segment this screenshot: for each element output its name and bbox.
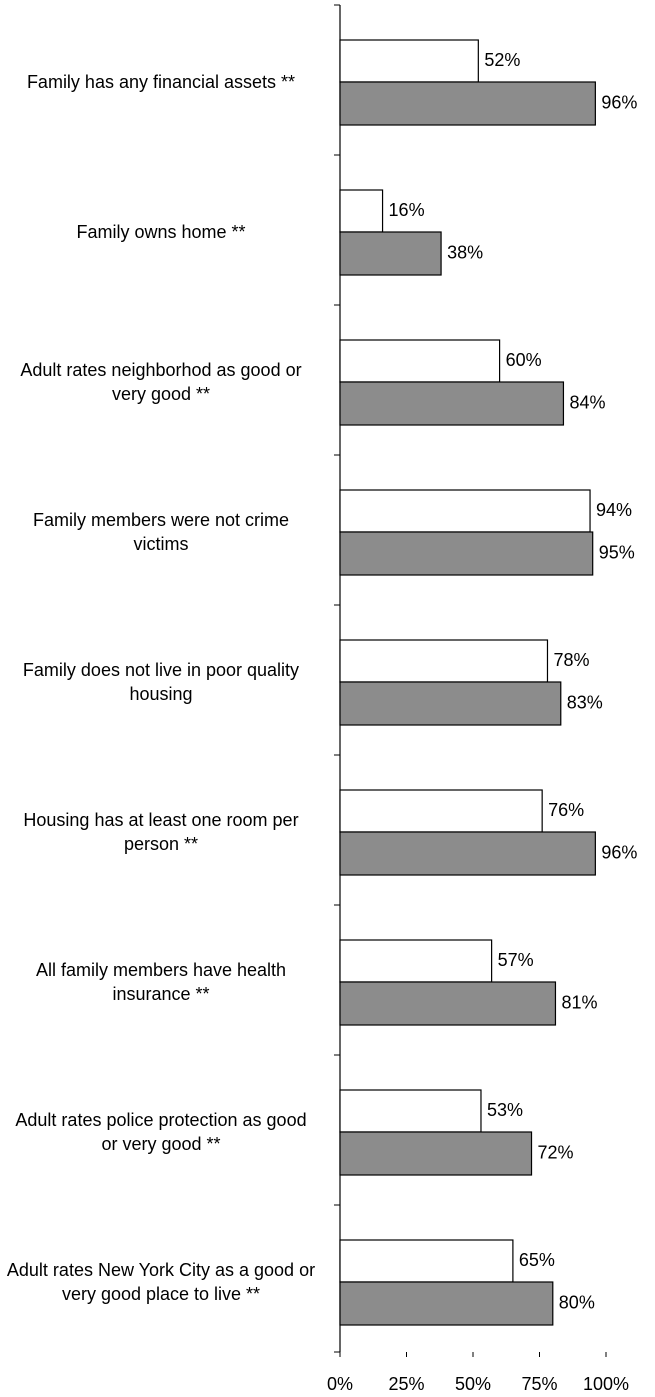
- x-tick-label: 75%: [521, 1374, 557, 1394]
- category-label: Housing has at least one room per person…: [0, 792, 322, 872]
- category-label: Adult rates neighborhod as good or very …: [0, 342, 322, 422]
- bar: [339, 39, 479, 83]
- category-text: Adult rates New York City as a good or v…: [6, 1260, 316, 1304]
- category-label: Adult rates police protection as good or…: [0, 1092, 322, 1172]
- category-label: Family owns home **: [0, 192, 322, 272]
- value-label: 95%: [599, 542, 635, 562]
- category-text: Family members were not crime victims: [32, 510, 290, 554]
- category-label: Family does not live in poor quality hou…: [0, 642, 322, 722]
- value-label: 57%: [498, 950, 534, 970]
- bar: [339, 1131, 533, 1176]
- value-label: 80%: [559, 1292, 595, 1312]
- category-text: Family has any financial assets **: [26, 72, 296, 92]
- bar: [339, 639, 549, 683]
- x-tick-label: 50%: [455, 1374, 491, 1394]
- bar: [339, 339, 501, 383]
- x-tick-label: 0%: [327, 1374, 353, 1394]
- category-label: Family members were not crime victims: [0, 492, 322, 572]
- category-text: Family owns home **: [76, 222, 246, 242]
- value-label: 65%: [519, 1250, 555, 1270]
- value-label: 83%: [567, 692, 603, 712]
- category-text: All family members have health insurance…: [35, 960, 287, 1004]
- category-text: Adult rates police protection as good or…: [15, 1110, 307, 1154]
- value-label: 60%: [506, 350, 542, 370]
- value-label: 96%: [601, 842, 637, 862]
- value-label: 76%: [548, 800, 584, 820]
- bar: [339, 489, 591, 533]
- value-label: 94%: [596, 500, 632, 520]
- bar: [339, 1089, 482, 1133]
- bar: [339, 681, 562, 726]
- bar: [339, 1239, 514, 1283]
- value-label: 53%: [487, 1100, 523, 1120]
- value-label: 81%: [561, 992, 597, 1012]
- bar: [339, 189, 384, 233]
- bar: [339, 831, 596, 876]
- bar: [339, 939, 493, 983]
- value-label: 96%: [601, 92, 637, 112]
- bar: [339, 381, 565, 426]
- x-tick-label: 25%: [388, 1374, 424, 1394]
- bar: [339, 231, 442, 276]
- bar: [339, 981, 557, 1026]
- bar: [339, 531, 594, 576]
- category-text: Housing has at least one room per person…: [23, 810, 299, 854]
- bar: [339, 81, 596, 126]
- bar: [339, 1281, 554, 1326]
- value-label: 78%: [553, 650, 589, 670]
- x-tick-label: 100%: [583, 1374, 629, 1394]
- value-label: 16%: [389, 200, 425, 220]
- value-label: 52%: [484, 50, 520, 70]
- category-label: Adult rates New York City as a good or v…: [0, 1242, 322, 1322]
- category-text: Adult rates neighborhod as good or very …: [20, 360, 302, 404]
- category-text: Family does not live in poor quality hou…: [22, 660, 300, 704]
- value-label: 72%: [538, 1142, 574, 1162]
- bar: [339, 789, 543, 833]
- value-label: 38%: [447, 242, 483, 262]
- category-label: Family has any financial assets **: [0, 42, 322, 122]
- value-label: 84%: [569, 392, 605, 412]
- category-label: All family members have health insurance…: [0, 942, 322, 1022]
